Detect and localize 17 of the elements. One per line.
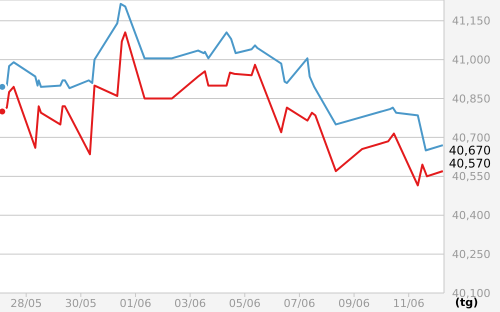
y-tick-label: 40,550 xyxy=(452,170,490,184)
x-tick-label: 11/06 xyxy=(392,296,425,310)
annotation: 40,670 xyxy=(448,144,491,158)
y-tick-label: 40,250 xyxy=(452,248,490,262)
x-tick-label: 01/06 xyxy=(120,296,152,310)
x-tick-label: 09/06 xyxy=(338,296,370,310)
y-tick-label: 40,400 xyxy=(452,209,490,222)
x-tick-label: 30/05 xyxy=(64,296,97,310)
x-tick-label: 28/05 xyxy=(10,296,42,310)
y-tick-label: 40,850 xyxy=(452,92,490,106)
x-tick-label: 07/06 xyxy=(284,296,316,310)
x-tick-label: 03/06 xyxy=(174,296,206,310)
annotation: 40,570 xyxy=(448,156,491,171)
y-tick-label: 41,000 xyxy=(452,54,490,67)
y-tick-label: 41,150 xyxy=(452,14,490,28)
x-tick-label: 05/06 xyxy=(228,296,261,310)
y-tick-label: 40,700 xyxy=(452,131,490,144)
